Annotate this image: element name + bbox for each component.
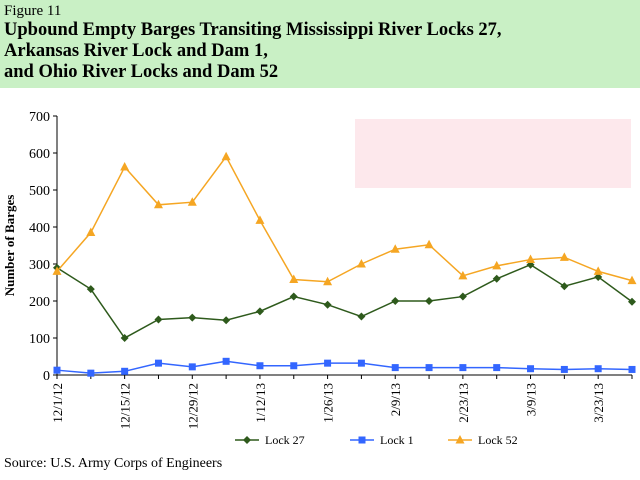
data-point <box>527 365 535 373</box>
y-tick-label: 400 <box>29 221 50 236</box>
x-tick-label: 2/23/13 <box>456 383 471 423</box>
x-tick-label: 1/26/13 <box>321 383 336 423</box>
data-point <box>188 363 196 371</box>
data-point <box>593 266 603 275</box>
data-point <box>357 312 366 321</box>
data-point <box>120 334 129 342</box>
data-point <box>424 239 434 249</box>
source-note: Source: U.S. Army Corps of Engineers <box>4 456 223 471</box>
data-point <box>628 365 636 373</box>
y-tick-label: 600 <box>29 147 50 162</box>
data-point <box>222 316 231 325</box>
figure-label: Figure 11 <box>4 3 62 19</box>
data-point <box>154 315 163 324</box>
x-tick-label: 3/9/13 <box>524 383 539 416</box>
data-point <box>458 292 467 301</box>
data-point <box>154 359 162 367</box>
data-point <box>560 282 569 291</box>
x-tick-label: 12/29/12 <box>185 383 200 429</box>
data-point <box>594 272 603 281</box>
data-point <box>526 254 536 264</box>
data-point <box>86 285 95 294</box>
data-point <box>323 300 332 309</box>
series-line-lock-27 <box>56 263 633 339</box>
data-point <box>324 359 332 367</box>
data-point <box>559 252 569 261</box>
title-line-3: and Ohio River Locks and Dam 52 <box>4 62 279 82</box>
data-point <box>121 367 129 375</box>
title-line-1: Upbound Empty Barges Transiting Mississi… <box>4 20 502 40</box>
data-point <box>391 297 400 305</box>
data-point <box>289 292 298 301</box>
data-point <box>425 364 433 372</box>
x-tick-label: 1/12/13 <box>253 383 268 423</box>
data-point <box>222 357 230 365</box>
data-point <box>458 270 468 280</box>
data-point <box>53 366 61 374</box>
x-tick-label: 12/15/12 <box>118 383 133 429</box>
data-point <box>594 365 602 373</box>
data-point <box>87 369 95 377</box>
data-point <box>357 359 365 367</box>
y-tick-label: 0 <box>43 369 50 384</box>
series-line-lock-1 <box>56 360 633 374</box>
legend-label: Lock 27 <box>265 433 305 447</box>
y-tick-label: 700 <box>29 110 50 125</box>
data-point <box>221 151 231 161</box>
data-point <box>323 276 333 286</box>
y-tick-label: 500 <box>29 184 50 199</box>
y-tick-label: 100 <box>29 332 50 347</box>
data-point <box>290 362 298 370</box>
data-point <box>356 259 366 268</box>
data-point <box>492 260 502 270</box>
data-point <box>627 275 637 285</box>
data-point <box>255 307 264 316</box>
data-point <box>425 297 434 305</box>
legend-marker <box>243 436 251 444</box>
chart-title: Upbound Empty Barges Transiting Mississi… <box>4 20 634 83</box>
data-point <box>492 274 501 283</box>
data-point <box>256 362 264 370</box>
plot-area: 0 100 200 300 400 500 600 700 12/1/12 12/15/12 12/… <box>2 110 637 447</box>
data-point <box>493 364 501 372</box>
line-chart: 0 100 200 300 400 500 600 700 12/1/12 12/15/12 12/… <box>2 110 637 447</box>
y-axis-label: Number of Barges <box>2 195 17 297</box>
header-banner: Figure 11 Upbound Empty Barges Transitin… <box>0 0 640 88</box>
y-tick-label: 300 <box>29 258 50 273</box>
data-point <box>560 365 568 373</box>
data-point <box>188 313 197 322</box>
y-tick-label: 200 <box>29 295 50 310</box>
legend-marker <box>455 435 465 444</box>
data-point <box>86 227 96 237</box>
legend-marker <box>358 436 366 444</box>
legend-label: Lock 1 <box>380 433 414 447</box>
data-point <box>526 260 535 269</box>
x-tick-label: 3/23/13 <box>591 383 606 423</box>
data-point <box>459 364 467 372</box>
data-point <box>52 266 62 275</box>
legend-label: Lock 52 <box>478 433 518 447</box>
data-point <box>120 162 130 171</box>
data-point <box>289 274 299 284</box>
data-point <box>255 215 265 224</box>
title-line-2: Arkansas River Lock and Dam 1, <box>4 41 268 61</box>
data-point <box>390 244 400 253</box>
data-point <box>153 199 163 209</box>
series-line-lock-52 <box>56 155 633 283</box>
data-point <box>391 364 399 372</box>
data-point <box>628 297 636 306</box>
data-point <box>187 197 197 206</box>
x-tick-label: 2/9/13 <box>388 383 403 416</box>
x-tick-label: 12/1/12 <box>50 383 65 423</box>
highlight-box <box>355 119 631 188</box>
